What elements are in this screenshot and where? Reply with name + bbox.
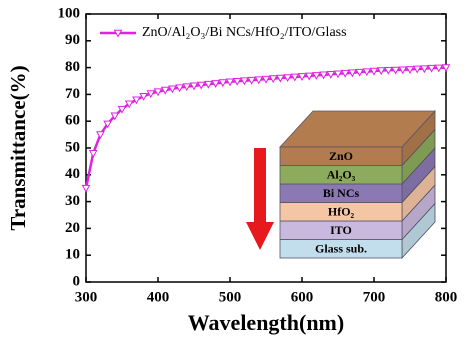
legend-label: ZnO/Al₂O₃/Bi NCs/HfO₂/ITO/Glass bbox=[142, 25, 347, 40]
x-tick-label: 300 bbox=[75, 289, 98, 305]
point bbox=[340, 69, 350, 78]
x-tick-label: 800 bbox=[435, 289, 458, 305]
point bbox=[225, 78, 235, 87]
point bbox=[240, 77, 249, 86]
point bbox=[427, 64, 436, 73]
y-tick-label: 100 bbox=[58, 5, 81, 21]
point bbox=[204, 80, 213, 89]
point bbox=[434, 64, 444, 73]
y-tick-label: 60 bbox=[65, 113, 80, 129]
point bbox=[276, 74, 285, 83]
point bbox=[218, 79, 228, 88]
point bbox=[283, 74, 292, 83]
point bbox=[405, 66, 415, 75]
x-tick-label: 500 bbox=[219, 289, 242, 305]
layer-label: HfO₂ bbox=[328, 205, 355, 219]
point bbox=[189, 82, 199, 91]
x-tick-label: 400 bbox=[147, 289, 170, 305]
point bbox=[312, 72, 321, 80]
x-tick-label: 700 bbox=[363, 289, 386, 305]
point bbox=[175, 84, 184, 93]
y-tick-label: 0 bbox=[73, 273, 81, 289]
point bbox=[268, 75, 278, 84]
point bbox=[88, 150, 98, 158]
y-tick-label: 90 bbox=[65, 32, 80, 48]
y-tick-label: 20 bbox=[65, 220, 80, 236]
point bbox=[398, 66, 408, 75]
layer-label: ZnO bbox=[329, 149, 353, 163]
point bbox=[261, 75, 271, 84]
plot-frame bbox=[85, 13, 447, 283]
point bbox=[160, 86, 170, 95]
point bbox=[412, 65, 422, 74]
arrow bbox=[246, 148, 274, 250]
point bbox=[319, 71, 328, 80]
layer-front bbox=[279, 146, 403, 166]
point bbox=[182, 83, 192, 92]
layer-stack: Glass sub. ITO HfO₂ Bi NCs Al₂O₃ ZnO bbox=[279, 109, 436, 260]
layer-label: Al₂O₃ bbox=[327, 168, 356, 182]
point bbox=[232, 77, 242, 86]
point bbox=[139, 92, 148, 101]
point bbox=[124, 100, 134, 109]
point bbox=[391, 66, 400, 75]
point bbox=[132, 96, 141, 105]
point bbox=[168, 85, 177, 94]
legend-marker bbox=[113, 29, 123, 38]
y-tick-label: 10 bbox=[65, 247, 80, 263]
point bbox=[369, 67, 379, 76]
point bbox=[290, 73, 300, 82]
point bbox=[384, 66, 393, 75]
point bbox=[348, 69, 357, 78]
point bbox=[247, 76, 256, 85]
point bbox=[81, 184, 91, 193]
y-tick-label: 50 bbox=[65, 139, 80, 155]
point bbox=[146, 90, 156, 99]
point bbox=[362, 68, 372, 77]
y-tick-label: 40 bbox=[65, 166, 80, 182]
point bbox=[117, 105, 127, 114]
y-axis-title: Transmittance(%) bbox=[6, 65, 30, 230]
point bbox=[304, 72, 314, 81]
point bbox=[333, 70, 343, 79]
point bbox=[420, 65, 429, 74]
point bbox=[96, 131, 105, 140]
y-tick-label: 70 bbox=[65, 86, 80, 102]
x-tick-label: 600 bbox=[291, 289, 314, 305]
y-tick-label: 80 bbox=[65, 59, 80, 75]
layer-label: ITO bbox=[330, 223, 352, 237]
point bbox=[355, 68, 364, 77]
x-axis-title: Wavelength(nm) bbox=[188, 310, 344, 335]
point bbox=[441, 64, 451, 73]
point bbox=[103, 120, 112, 129]
point bbox=[196, 81, 206, 90]
layer-label: Glass sub. bbox=[315, 242, 367, 256]
point bbox=[297, 73, 307, 81]
point bbox=[110, 112, 120, 121]
y-tick-label: 30 bbox=[65, 193, 80, 209]
point bbox=[326, 71, 336, 79]
point bbox=[254, 76, 264, 85]
point bbox=[211, 80, 220, 88]
point bbox=[153, 88, 163, 97]
layer-label: Bi NCs bbox=[323, 186, 360, 200]
point bbox=[376, 67, 386, 76]
